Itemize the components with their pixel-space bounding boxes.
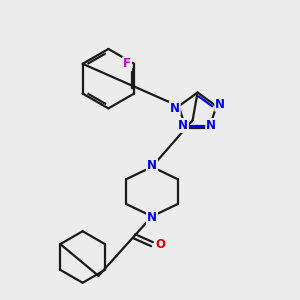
Text: N: N — [147, 159, 157, 172]
Text: N: N — [170, 102, 180, 115]
Text: N: N — [215, 98, 225, 111]
Text: O: O — [155, 238, 165, 250]
Text: N: N — [178, 119, 188, 132]
Text: N: N — [147, 211, 157, 224]
Text: F: F — [123, 57, 131, 70]
Text: N: N — [206, 119, 216, 132]
